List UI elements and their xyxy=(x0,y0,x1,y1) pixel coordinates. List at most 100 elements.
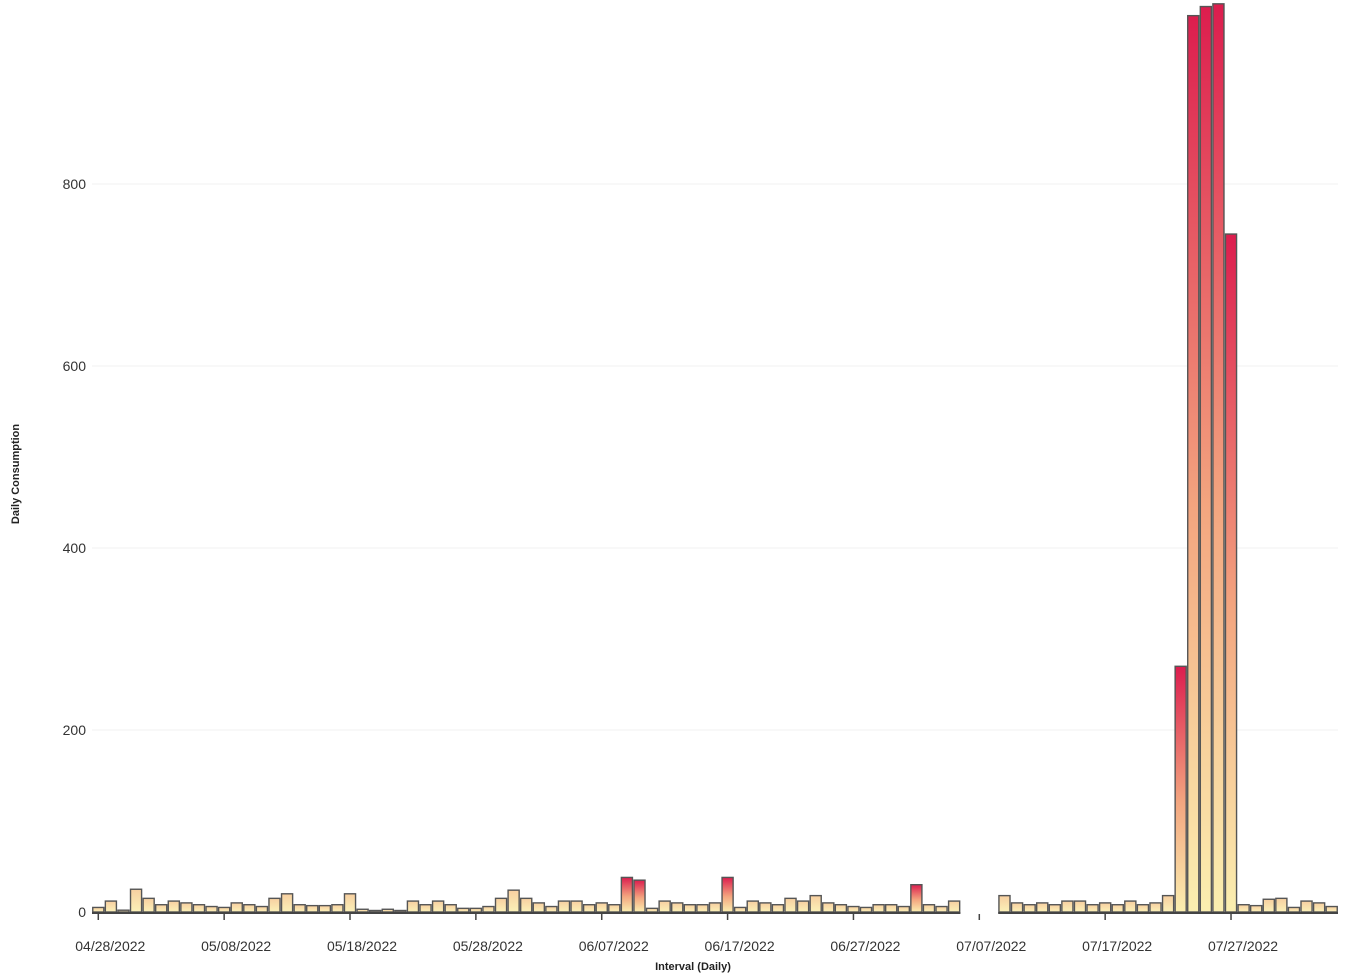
bar xyxy=(92,906,105,913)
x-axis-title: Interval (Daily) xyxy=(655,961,731,973)
y-tick-label: 200 xyxy=(63,722,87,738)
bar xyxy=(217,906,231,913)
bar xyxy=(633,879,646,913)
x-tick-label: 06/07/2022 xyxy=(579,938,649,954)
bar xyxy=(645,907,659,913)
bar xyxy=(394,909,407,913)
bar xyxy=(444,904,457,913)
bar xyxy=(595,902,608,913)
bar xyxy=(935,905,948,913)
bar xyxy=(897,905,911,913)
bar xyxy=(368,909,382,913)
bar xyxy=(708,902,722,913)
gridlines xyxy=(92,183,1338,731)
bar xyxy=(545,905,558,913)
bar xyxy=(1048,904,1062,913)
bar xyxy=(117,909,130,913)
bar xyxy=(570,900,583,913)
bar xyxy=(1275,897,1288,913)
bar xyxy=(759,902,772,913)
bar xyxy=(1237,904,1250,913)
x-tick-label: 06/17/2022 xyxy=(705,938,775,954)
bar xyxy=(733,906,747,913)
bar xyxy=(142,897,155,913)
x-tick-label: 07/27/2022 xyxy=(1208,938,1278,954)
bar xyxy=(809,894,822,913)
bar xyxy=(1149,902,1162,913)
bar xyxy=(998,894,1011,913)
bar xyxy=(1224,233,1238,913)
bar xyxy=(293,904,306,913)
bar xyxy=(381,908,395,913)
bar xyxy=(884,904,898,913)
bar xyxy=(1199,5,1213,913)
bar xyxy=(318,904,332,913)
bar xyxy=(910,884,923,913)
bar xyxy=(457,907,470,913)
bar xyxy=(1035,902,1049,913)
x-tick-label: 05/08/2022 xyxy=(201,938,271,954)
x-tick-label: 06/27/2022 xyxy=(830,938,900,954)
bar xyxy=(129,888,143,913)
bar xyxy=(255,905,269,913)
bar xyxy=(947,900,961,913)
bar xyxy=(1174,665,1187,913)
bar xyxy=(1124,900,1137,913)
bar xyxy=(1212,3,1225,913)
bar xyxy=(796,900,810,913)
y-axis-title: Daily Consumption xyxy=(10,424,22,525)
bar xyxy=(671,902,684,913)
bar xyxy=(683,904,697,913)
bar xyxy=(1010,902,1024,913)
bar xyxy=(154,904,168,913)
bar xyxy=(519,897,533,913)
y-tick-label: 0 xyxy=(78,904,86,920)
bar xyxy=(721,876,734,913)
bar xyxy=(1325,905,1338,913)
bar xyxy=(1086,904,1099,913)
y-tick-label: 800 xyxy=(63,176,87,192)
bar xyxy=(620,876,634,913)
bar xyxy=(1023,904,1036,913)
bar xyxy=(406,900,420,913)
bar xyxy=(419,904,432,913)
bar xyxy=(356,908,369,913)
bar xyxy=(1061,900,1074,913)
bar xyxy=(1161,894,1175,913)
bar xyxy=(771,904,785,913)
bar xyxy=(582,904,596,913)
bar xyxy=(746,900,759,913)
bar xyxy=(205,905,218,913)
bar xyxy=(1262,898,1276,913)
axes: 0 200 400 600 800 04/28/2022 05/08/2022 05/18/2… xyxy=(63,176,1338,954)
bar xyxy=(230,902,243,913)
bar xyxy=(859,906,873,913)
bar xyxy=(431,900,445,913)
bar xyxy=(1136,904,1150,913)
bar xyxy=(192,904,206,913)
bar xyxy=(822,902,835,913)
bar xyxy=(167,900,181,913)
bar xyxy=(306,904,319,913)
bar xyxy=(1287,906,1301,913)
bar xyxy=(872,904,885,913)
bar xyxy=(784,897,797,913)
bar xyxy=(1187,14,1200,913)
bar xyxy=(469,907,483,913)
bar xyxy=(608,904,621,913)
bar xyxy=(1111,904,1124,913)
y-tick-label: 600 xyxy=(63,358,87,374)
bar xyxy=(280,893,294,913)
y-tick-label: 400 xyxy=(63,540,87,556)
bar xyxy=(343,893,357,913)
bar xyxy=(1073,900,1087,913)
bar xyxy=(696,904,709,913)
bar xyxy=(507,889,520,913)
bar xyxy=(847,905,860,913)
bar xyxy=(1098,902,1112,913)
bar xyxy=(922,904,936,913)
bar xyxy=(834,904,848,913)
bars xyxy=(92,3,1338,913)
